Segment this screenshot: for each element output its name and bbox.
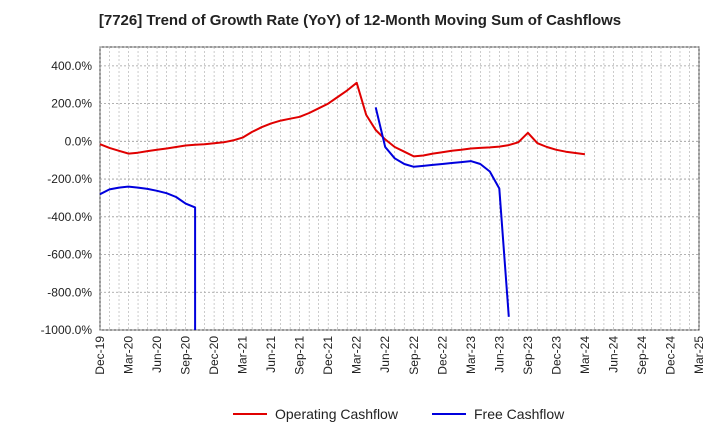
x-tick-label: Sep-24: [635, 336, 649, 375]
y-tick-label: -1000.0%: [41, 323, 93, 337]
y-tick-label: -800.0%: [47, 285, 92, 299]
x-tick-label: Mar-24: [578, 336, 592, 374]
y-tick-label: -400.0%: [47, 210, 92, 224]
x-tick-label: Mar-23: [464, 336, 478, 374]
y-tick-label: -600.0%: [47, 248, 92, 262]
plot-frame: [99, 46, 700, 331]
x-tick-label: Mar-25: [692, 336, 706, 374]
y-tick-label: 0.0%: [65, 134, 93, 148]
x-tick-label: Jun-24: [606, 336, 620, 373]
x-tick-label: Jun-23: [492, 336, 506, 373]
y-tick-label: -200.0%: [47, 172, 92, 186]
x-tick-label: Sep-23: [521, 336, 535, 375]
x-tick-label: Mar-20: [122, 336, 136, 374]
x-tick-label: Mar-22: [350, 336, 364, 374]
chart-title: [7726] Trend of Growth Rate (YoY) of 12-…: [98, 12, 622, 29]
x-tick-label: Sep-20: [179, 336, 193, 375]
series-line-operating-cashflow: [99, 81, 586, 158]
series-line-free-cashflow: [374, 107, 510, 317]
legend-label: Operating Cashflow: [275, 406, 399, 422]
x-tick-label: Dec-19: [93, 336, 107, 375]
y-axis: 400.0% 200.0% 0.0% -200.0% -400.0% -600.0% -80…: [41, 59, 93, 337]
y-tick-label: 200.0%: [51, 97, 92, 111]
x-tick-label: Dec-21: [321, 336, 335, 375]
x-tick-label: Dec-24: [663, 336, 677, 375]
x-tick-label: Jun-22: [378, 336, 392, 373]
x-tick-label: Dec-20: [207, 336, 221, 375]
x-tick-label: Sep-22: [407, 336, 421, 375]
legend: Operating Cashflow Free Cashflow: [233, 406, 565, 422]
x-tick-label: Mar-21: [236, 336, 250, 374]
x-tick-label: Dec-23: [549, 336, 563, 375]
y-tick-label: 400.0%: [51, 59, 92, 73]
grid: [99, 46, 700, 331]
series-lines: [99, 81, 586, 330]
series-line-free-cashflow: [99, 185, 197, 330]
x-tick-label: Jun-20: [150, 336, 164, 373]
legend-label: Free Cashflow: [474, 406, 565, 422]
x-tick-label: Sep-21: [293, 336, 307, 375]
x-tick-label: Dec-22: [435, 336, 449, 375]
x-axis: Dec-19 Mar-20 Jun-20 Sep-20 Dec-20 Mar-21 Jun-…: [93, 336, 706, 375]
x-tick-label: Jun-21: [264, 336, 278, 373]
